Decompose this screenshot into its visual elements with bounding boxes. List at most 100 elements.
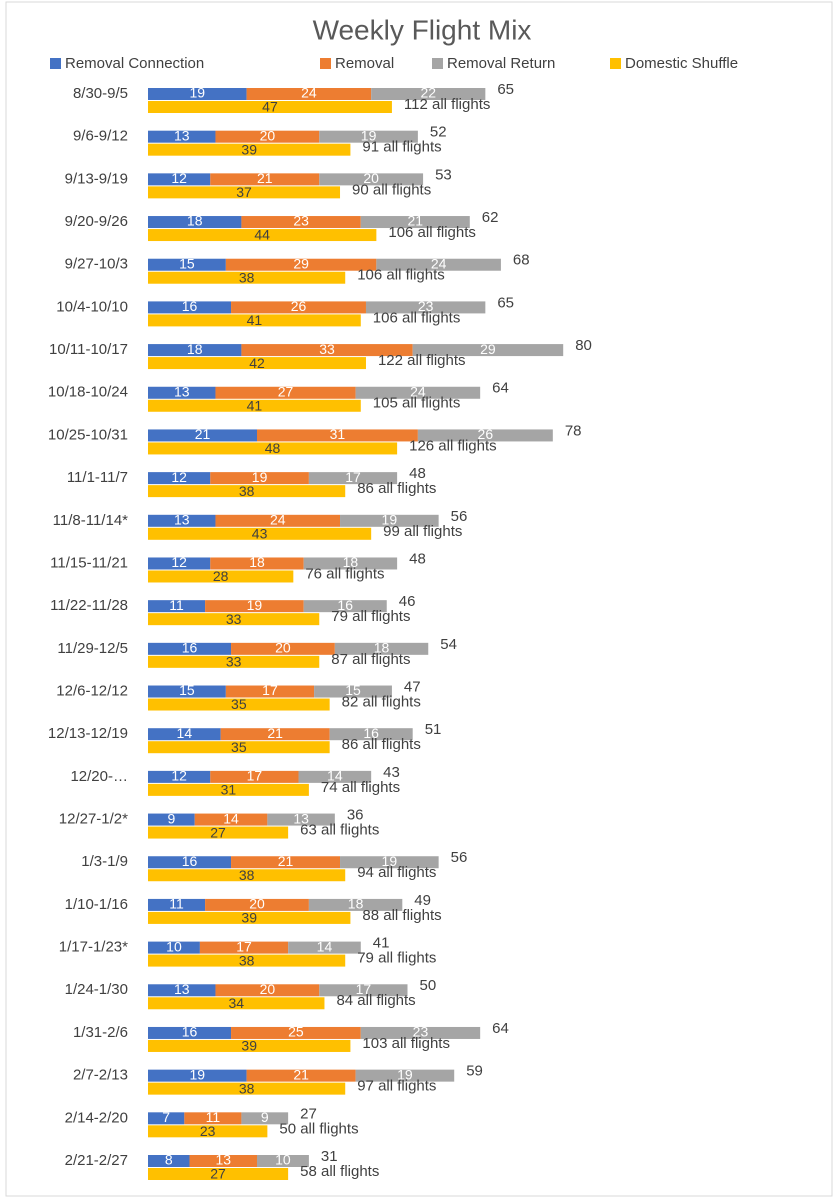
bar-segment xyxy=(210,173,320,186)
segment-label: 22 xyxy=(420,85,436,101)
total-label: 47 xyxy=(404,678,421,695)
all-flights-label: 90 all flights xyxy=(352,181,431,198)
bar-label: 41 xyxy=(247,312,263,328)
category-label: 12/20-… xyxy=(70,768,128,785)
total-label: 62 xyxy=(482,209,499,226)
bar-segment xyxy=(210,770,299,783)
segment-label: 33 xyxy=(319,341,335,357)
bar xyxy=(148,143,351,156)
bar-segment xyxy=(215,984,320,997)
segment-label: 16 xyxy=(363,725,379,741)
bar-label: 38 xyxy=(239,867,255,883)
category-label: 1/10-1/16 xyxy=(65,896,128,913)
bar-segment xyxy=(241,1112,289,1125)
segment-label: 12 xyxy=(171,768,187,784)
bar-segment xyxy=(231,856,341,869)
segment-label: 11 xyxy=(169,896,184,912)
bar xyxy=(148,869,346,882)
segment-label: 21 xyxy=(195,426,211,442)
bar-segment xyxy=(215,386,356,399)
bar-label: 27 xyxy=(210,1166,226,1182)
segment-label: 13 xyxy=(174,383,190,399)
category-label: 2/21-2/27 xyxy=(65,1152,128,1169)
all-flights-label: 106 all flights xyxy=(388,224,476,241)
segment-label: 16 xyxy=(182,1024,198,1040)
category-label: 1/31-2/6 xyxy=(73,1024,128,1041)
segment-label: 23 xyxy=(418,298,434,314)
total-label: 78 xyxy=(565,422,582,439)
segment-label: 16 xyxy=(182,853,198,869)
all-flights-label: 50 all flights xyxy=(279,1120,358,1137)
bar-label: 35 xyxy=(231,739,247,755)
total-label: 31 xyxy=(321,1148,338,1165)
bar xyxy=(148,954,346,967)
segment-label: 14 xyxy=(223,810,239,826)
total-label: 64 xyxy=(492,380,509,397)
bar-segment xyxy=(340,514,439,527)
chart-border xyxy=(5,1,833,1197)
total-label: 59 xyxy=(466,1063,483,1080)
segment-label: 11 xyxy=(206,1109,221,1125)
bar-segment xyxy=(148,642,232,655)
category-label: 11/29-12/5 xyxy=(57,640,128,657)
total-label: 56 xyxy=(451,508,468,525)
bar-segment xyxy=(148,600,206,613)
category-label: 9/6-9/12 xyxy=(73,128,128,145)
bar-segment xyxy=(231,1026,361,1039)
total-label: 65 xyxy=(497,81,514,98)
bar-segment xyxy=(148,898,206,911)
segment-label: 11 xyxy=(169,597,184,613)
bar-segment xyxy=(329,728,413,741)
segment-label: 17 xyxy=(247,768,263,784)
bar-label: 41 xyxy=(247,397,263,413)
segment-label: 18 xyxy=(374,640,390,656)
legend-label: Domestic Shuffle xyxy=(625,55,738,72)
bar xyxy=(148,826,289,839)
segment-label: 18 xyxy=(343,554,359,570)
bar-segment xyxy=(148,344,242,357)
bar-segment xyxy=(256,1155,309,1167)
total-label: 65 xyxy=(497,294,514,311)
bar-label: 34 xyxy=(228,995,244,1011)
all-flights-label: 84 all flights xyxy=(336,992,415,1009)
all-flights-label: 91 all flights xyxy=(362,139,441,156)
bar-segment xyxy=(412,344,564,357)
chart-title: Weekly Flight Mix xyxy=(313,14,532,45)
all-flights-label: 74 all flights xyxy=(321,779,400,796)
bar-label: 47 xyxy=(262,99,278,115)
all-flights-label: 63 all flights xyxy=(300,822,379,839)
bar-segment xyxy=(360,216,470,229)
bar-label: 44 xyxy=(254,227,270,243)
bar-segment xyxy=(148,1069,247,1082)
bar-segment xyxy=(189,1155,257,1167)
bar-segment xyxy=(148,941,200,954)
bar xyxy=(148,1082,346,1095)
total-label: 50 xyxy=(420,977,437,994)
segment-label: 19 xyxy=(190,85,206,101)
segment-label: 18 xyxy=(187,213,203,229)
total-label: 68 xyxy=(513,252,530,269)
bar-segment xyxy=(417,429,553,442)
bar-segment xyxy=(334,642,429,655)
bar xyxy=(148,271,346,284)
segment-label: 16 xyxy=(182,298,198,314)
segment-label: 14 xyxy=(177,725,193,741)
bar-segment xyxy=(241,344,413,357)
bar-segment xyxy=(148,1026,232,1039)
bar-segment xyxy=(148,557,211,570)
segment-label: 19 xyxy=(382,512,398,528)
bar xyxy=(148,1168,289,1180)
bar-label: 39 xyxy=(241,141,257,157)
bar-segment xyxy=(199,941,289,954)
category-label: 8/30-9/5 xyxy=(73,85,128,102)
bar-segment xyxy=(308,472,398,485)
segment-label: 14 xyxy=(327,768,343,784)
bar-segment xyxy=(148,301,232,314)
bar-label: 35 xyxy=(231,696,247,712)
segment-label: 23 xyxy=(293,213,309,229)
bar-segment xyxy=(148,472,211,485)
bar-label: 39 xyxy=(241,910,257,926)
segment-label: 19 xyxy=(361,127,377,143)
bar xyxy=(148,314,361,327)
bar-segment xyxy=(256,429,418,442)
